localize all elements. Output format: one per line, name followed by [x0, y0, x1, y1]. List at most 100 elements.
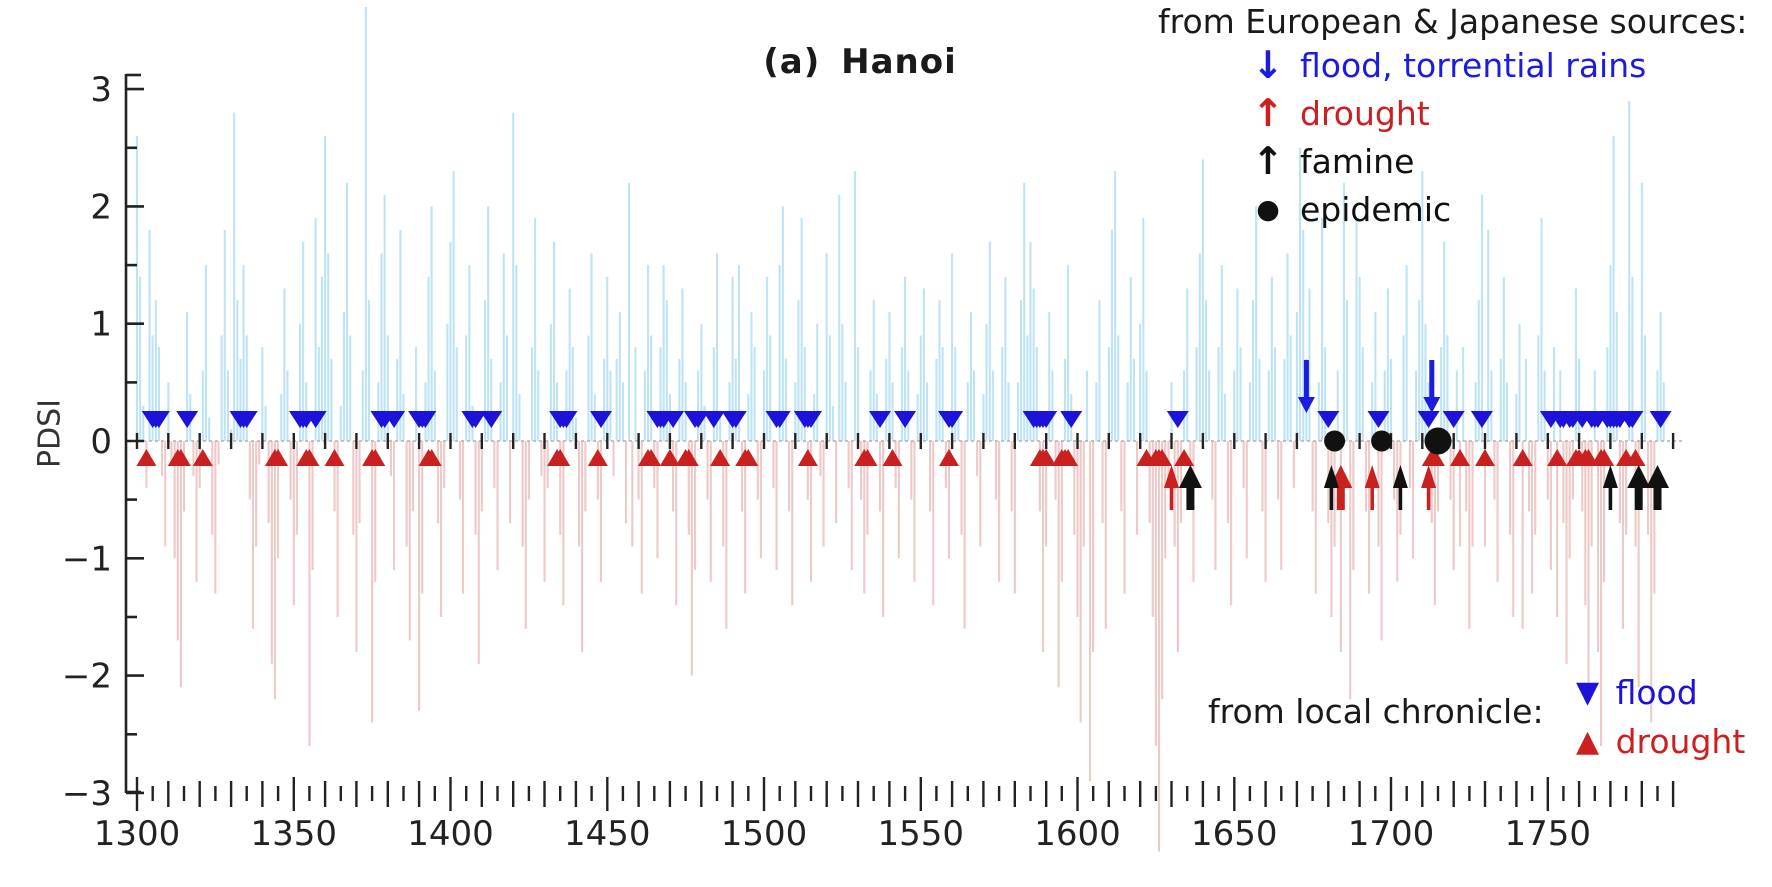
down-triangle-icon: [768, 411, 791, 428]
legend-item-drought: ▲ drought: [1570, 717, 1745, 766]
down-arrow-icon: [1423, 397, 1441, 413]
down-triangle-icon: [702, 411, 725, 428]
down-triangle-icon: [1470, 411, 1493, 428]
legend-european-japanese: from European & Japanese sources: ↓ floo…: [1158, 2, 1747, 233]
up-triangle-icon: [678, 449, 699, 466]
svg-text:1350: 1350: [251, 814, 338, 854]
svg-text:−1: −1: [62, 539, 112, 579]
up-triangle-icon: ▲: [1576, 723, 1600, 759]
down-triangle-icon: [1317, 411, 1340, 428]
svg-text:0: 0: [90, 422, 112, 462]
up-arrow-icon: [1364, 465, 1380, 488]
up-triangle-icon: [1152, 449, 1173, 466]
epidemic-dot-markers: [1324, 427, 1452, 455]
down-triangle-icon: [869, 411, 891, 428]
down-triangle-icon: [1621, 411, 1644, 428]
up-triangle-icon: [1036, 449, 1057, 466]
svg-text:1750: 1750: [1505, 814, 1592, 854]
legend-item-label: flood, torrential rains: [1300, 45, 1647, 85]
down-arrow-icon: ↓: [1252, 43, 1284, 87]
up-triangle-icon: [1625, 449, 1646, 466]
famine-arrow-markers: [1178, 465, 1669, 510]
circle-icon: [1324, 430, 1346, 452]
up-triangle-icon: [421, 449, 442, 466]
y-tick-labels: 3 2 1 0 −1 −2 −3: [62, 70, 112, 814]
y-axis-label: PDSI: [32, 398, 68, 469]
down-triangle-icon: [383, 411, 406, 428]
svg-text:3: 3: [90, 70, 112, 110]
down-triangle-icon: [687, 411, 710, 428]
svg-text:1450: 1450: [564, 814, 651, 854]
down-triangle-icon: [1035, 411, 1058, 428]
legend-item-label: famine: [1300, 141, 1415, 181]
up-arrow-icon: [1421, 465, 1437, 488]
svg-text:1550: 1550: [878, 814, 965, 854]
down-triangle-icon: [235, 411, 258, 428]
up-arrow-icon: [1602, 465, 1618, 488]
up-triangle-icon: [268, 449, 289, 466]
down-triangle-icon: [464, 411, 487, 428]
down-triangle-icon: [176, 411, 199, 428]
up-arrow-icon: [1646, 465, 1669, 488]
legend-item-flood: ▼ flood: [1570, 668, 1746, 717]
circle-icon: [1424, 427, 1452, 455]
down-arrow-icon: [1297, 397, 1315, 413]
chart-title: (a) Hanoi: [763, 42, 957, 82]
up-arrow-icon: [1323, 465, 1339, 488]
up-triangle-icon: [1547, 449, 1568, 466]
legend-item-epidemic: ● epidemic: [1158, 185, 1747, 233]
down-triangle-icon: [1442, 411, 1465, 428]
down-triangle-icon: [1367, 411, 1390, 428]
circle-icon: ●: [1256, 193, 1280, 225]
up-triangle-icon: [641, 449, 662, 466]
down-triangle-icon: [590, 411, 612, 428]
circle-icon: [1371, 430, 1393, 452]
down-triangle-icon: [1417, 411, 1440, 428]
svg-text:−3: −3: [62, 774, 112, 814]
down-triangle-icon: [800, 411, 822, 428]
down-triangle-icon: [555, 411, 578, 428]
legend-item-drought: ↑ drought: [1158, 89, 1747, 137]
up-arrow-icon: ↑: [1252, 139, 1284, 183]
legend-item-flood-rains: ↓ flood, torrential rains: [1158, 41, 1747, 89]
down-triangle-icon: ▼: [1576, 674, 1600, 710]
down-triangle-icon: [1166, 411, 1189, 428]
down-triangle-icon: [304, 411, 327, 428]
up-triangle-icon: [136, 449, 157, 466]
up-triangle-icon: [192, 449, 213, 466]
up-triangle-icon: [1424, 449, 1445, 466]
legend-item-famine: ↑ famine: [1158, 137, 1747, 185]
down-triangle-icon: [1060, 411, 1083, 428]
up-arrow-icon: [1627, 465, 1651, 488]
down-triangle-icon: [894, 411, 917, 428]
up-arrow-icon: ↑: [1252, 91, 1284, 135]
up-triangle-icon: [587, 449, 608, 466]
up-triangle-icon: [1475, 449, 1495, 466]
down-triangle-icon: [1649, 411, 1672, 428]
up-triangle-icon: [299, 449, 320, 466]
flood-triangle-markers: [141, 411, 1672, 428]
down-triangle-icon: [941, 411, 964, 428]
up-triangle-icon: [550, 449, 571, 466]
x-axis-ticks: [135, 777, 1675, 811]
svg-text:2: 2: [90, 187, 112, 227]
up-triangle-icon: [170, 449, 191, 466]
down-triangle-icon: [414, 411, 437, 428]
svg-text:1300: 1300: [94, 814, 181, 854]
y-axis: [124, 73, 144, 795]
legend-header: from local chronicle:: [1208, 692, 1544, 731]
up-triangle-icon: [1594, 449, 1615, 466]
svg-text:1: 1: [90, 305, 112, 345]
up-triangle-icon: [1450, 449, 1470, 466]
drought-triangle-markers: [136, 449, 1646, 466]
up-triangle-icon: [659, 449, 680, 466]
svg-text:1650: 1650: [1191, 814, 1278, 854]
svg-text:−2: −2: [62, 657, 112, 697]
up-triangle-icon: [1174, 449, 1195, 466]
up-triangle-icon: [939, 449, 959, 466]
up-triangle-icon: [365, 449, 386, 466]
svg-text:1700: 1700: [1348, 814, 1435, 854]
legend-item-label: flood: [1615, 673, 1698, 712]
svg-text:1400: 1400: [407, 814, 494, 854]
